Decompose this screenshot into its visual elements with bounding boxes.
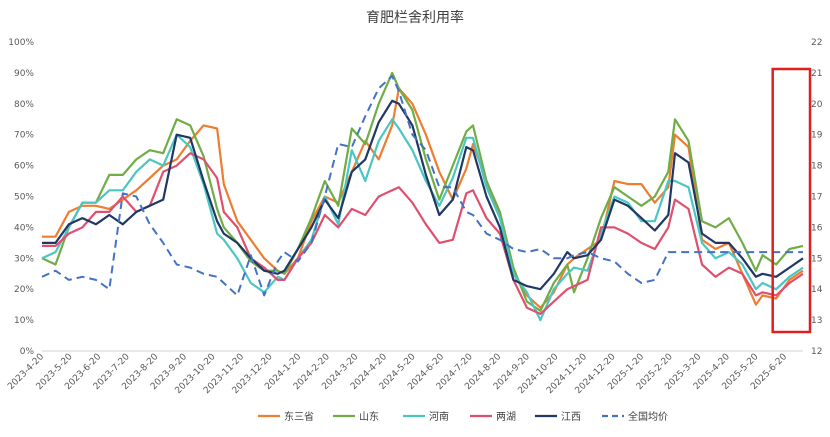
y-left-tick-label: 0%: [20, 347, 35, 357]
legend-label: 江西: [561, 411, 581, 423]
highlight-rectangle: [771, 67, 812, 334]
legend: 东三省 山东 河南 两湖 江西 全国均价: [258, 410, 668, 423]
y-right-tick-label: 17: [811, 193, 822, 203]
legend-label: 山东: [359, 410, 379, 423]
y-right-tick-label: 18: [811, 162, 823, 172]
legend-label: 东三省: [284, 410, 314, 423]
y-right-tick-label: 21: [811, 69, 822, 79]
legend-label: 全国均价: [628, 410, 668, 423]
highlight-box: [771, 67, 812, 334]
legend-label: 河南: [429, 410, 449, 423]
series-lines: [41, 71, 804, 322]
series-line: [41, 75, 803, 297]
series-line: [42, 99, 804, 291]
y-left-tick-label: 20%: [14, 285, 34, 295]
legend-label: 两湖: [496, 411, 516, 423]
y-left-tick-label: 90%: [14, 69, 34, 79]
series-line: [42, 152, 804, 315]
y-right-tick-label: 12: [811, 347, 822, 357]
y-left-tick-label: 40%: [14, 223, 34, 233]
y-left-tick-label: 70%: [14, 131, 34, 141]
y-right-tick-label: 16: [811, 223, 823, 233]
y-left-tick-label: 50%: [14, 193, 34, 203]
chart-title: 育肥栏舍利用率: [366, 9, 464, 26]
y-right-tick-label: 15: [811, 254, 822, 264]
y-right-tick-label: 14: [811, 285, 823, 295]
y-left-tick-label: 30%: [14, 254, 34, 264]
y-right-tick-label: 20: [811, 100, 823, 110]
y-left-tick-label: 80%: [14, 100, 34, 110]
y-right-tick-label: 13: [811, 316, 822, 326]
series-line: [42, 87, 804, 309]
y-right-tick-label: 19: [811, 131, 823, 141]
y-left-tick-label: 100%: [8, 38, 34, 48]
y-left-tick-label: 10%: [14, 316, 34, 326]
y-left-tick-label: 60%: [14, 162, 34, 172]
series-line: [41, 71, 804, 312]
y-right-tick-label: 22: [811, 38, 822, 48]
